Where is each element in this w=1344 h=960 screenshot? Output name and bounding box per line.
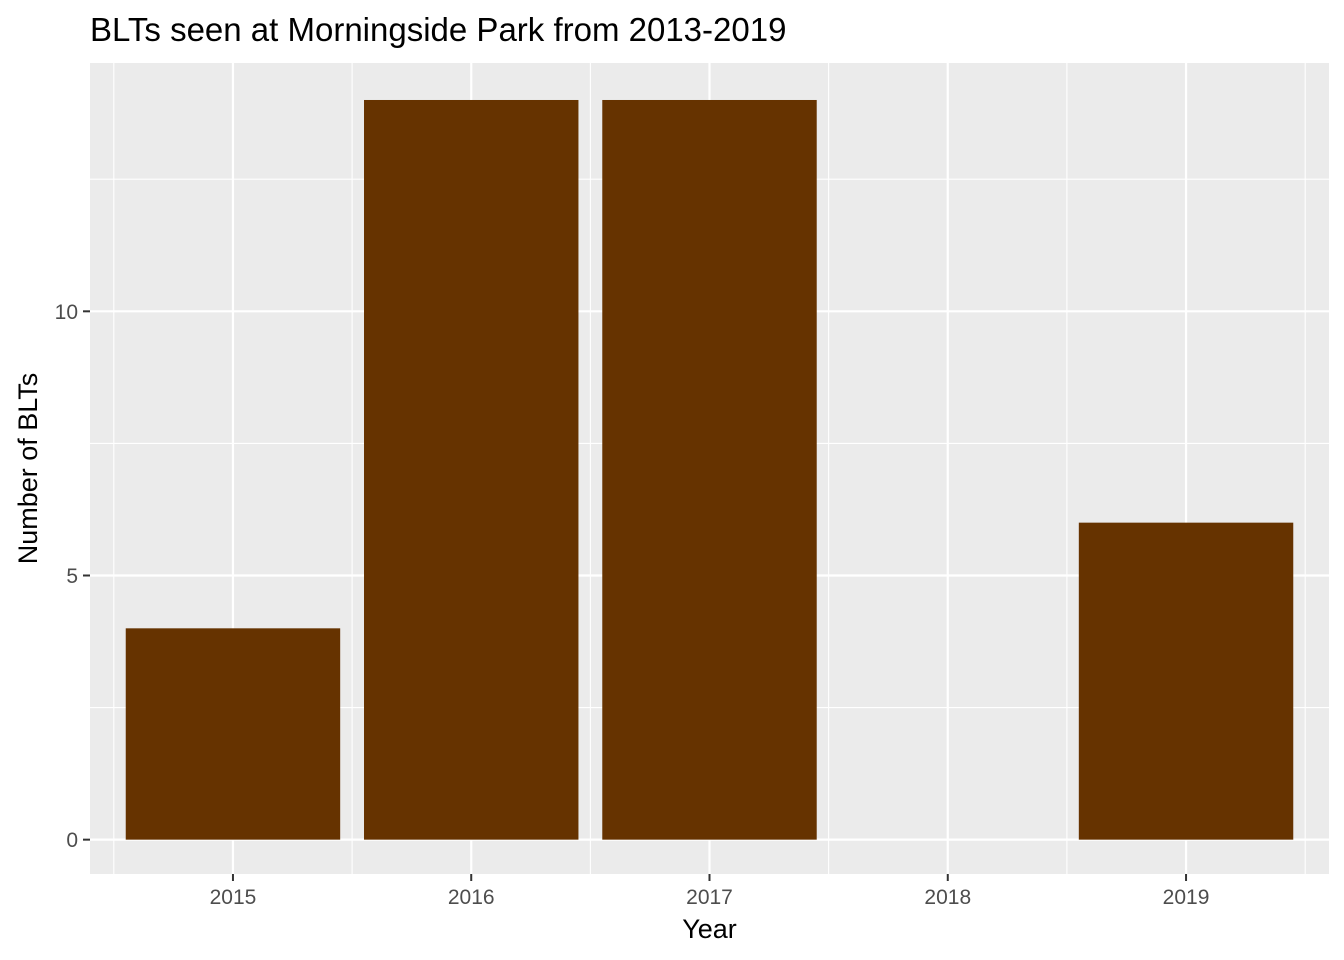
x-axis-title: Year (682, 914, 737, 944)
y-tick-label: 0 (66, 829, 78, 852)
x-tick-label: 2015 (210, 886, 257, 909)
x-tick-label: 2017 (686, 886, 733, 909)
chart-title: BLTs seen at Morningside Park from 2013-… (90, 11, 786, 48)
bars (125, 99, 1294, 840)
y-tick-label: 10 (55, 301, 78, 324)
bar-2017 (602, 99, 817, 840)
bar-2019 (1078, 522, 1294, 840)
y-axis: 0 5 10 (55, 301, 90, 852)
x-axis: 2015 2016 2017 2018 2019 (210, 874, 1210, 909)
x-tick-label: 2016 (448, 886, 495, 909)
bar-2016 (364, 99, 579, 840)
x-tick-label: 2018 (924, 886, 971, 909)
y-axis-title: Number of BLTs (13, 373, 43, 565)
bar-2015 (125, 628, 341, 840)
x-tick-label: 2019 (1163, 886, 1210, 909)
y-tick-label: 5 (66, 565, 78, 588)
